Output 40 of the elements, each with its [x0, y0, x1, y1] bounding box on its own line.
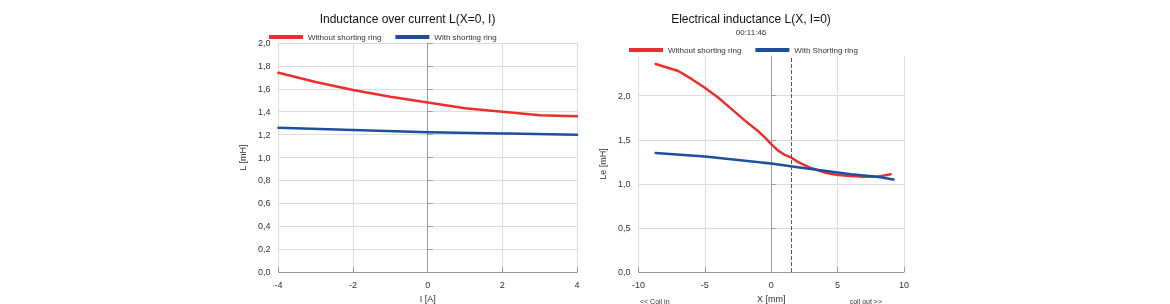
y-tick-label: 1,0 [617, 178, 631, 189]
legend-label: Without shorting ring [308, 32, 382, 42]
y-tick-label: 1,2 [257, 129, 271, 140]
y-tick-label: 1,8 [257, 60, 271, 71]
x-tick-label: -10 [631, 279, 645, 290]
y-axis-title: Le [mH] [597, 148, 608, 180]
line-series [277, 126, 579, 136]
chart-title: Electrical inductance L(X, I=0) [671, 12, 831, 26]
line-series [654, 151, 895, 181]
y-tick-label: 0,2 [257, 244, 271, 255]
legend-label: With Shorting ring [794, 45, 858, 55]
chart-subtitle: 00:11:46 [735, 27, 767, 37]
y-tick-label: 2,0 [257, 38, 271, 48]
y-tick-label: 1,5 [617, 134, 631, 145]
y-tick-label: 0,0 [257, 267, 271, 278]
x-tick-label: 5 [835, 279, 841, 290]
x-tick-label: -4 [274, 279, 283, 290]
legend-label: Without shorting ring [668, 45, 742, 55]
y-tick-label: 0,6 [257, 198, 271, 209]
chart-title: Inductance over current L(X=0, I) [319, 12, 496, 26]
x-tick-label: 2 [499, 279, 505, 290]
y-tick-label: 0,4 [257, 221, 271, 232]
y-tick-label: 2,0 [617, 90, 631, 101]
x-tick-label: 10 [898, 279, 909, 290]
y-tick-label: 1,4 [257, 106, 271, 117]
y-axis-title: L [mH] [237, 144, 248, 171]
x-tick-label: 0 [768, 279, 774, 290]
y-tick-label: 1,6 [257, 83, 271, 94]
x-tick-label: 0 [425, 279, 431, 290]
x-axis-title: X [mm] [756, 293, 786, 304]
y-tick-label: 0,8 [257, 175, 271, 186]
y-tick-label: 0,5 [617, 223, 631, 233]
x-axis-title: I [A] [419, 293, 436, 304]
line-series [277, 71, 579, 118]
y-tick-label: 0,0 [617, 267, 631, 278]
x-tick-label: -5 [700, 279, 709, 290]
y-tick-label: 1,0 [257, 152, 271, 163]
legend-label: With shorting ring [434, 32, 497, 42]
x-tick-label: 4 [574, 279, 580, 290]
x-tick-label: -2 [349, 279, 358, 290]
